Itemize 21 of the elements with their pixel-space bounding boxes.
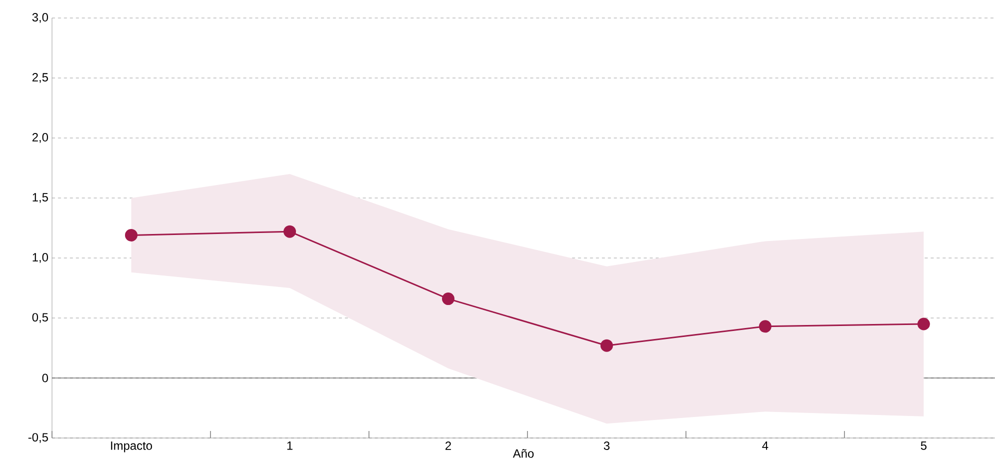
x-tick-label: 5 — [920, 442, 927, 450]
y-tick-label: -0,5 — [28, 433, 48, 443]
y-tick-label: 0,5 — [32, 313, 48, 323]
y-tick-label: 0 — [42, 374, 48, 382]
x-tick-label: 1 — [287, 442, 292, 450]
y-tick-label: 1,5 — [32, 193, 48, 203]
x-tick-label: 2 — [445, 442, 451, 450]
point — [283, 225, 296, 238]
x-tick-label: Impacto — [111, 442, 152, 452]
x-tick-label: 4 — [762, 442, 768, 450]
x-axis-title: Año — [512, 449, 534, 458]
point — [442, 292, 454, 306]
point — [917, 318, 930, 330]
x-tick-label: 3 — [604, 442, 610, 450]
y-tick-label: 2,5 — [32, 73, 48, 83]
y-tick-label: 1,0 — [32, 253, 48, 263]
point — [124, 228, 138, 242]
y-tick-label: 3,0 — [32, 13, 48, 23]
point — [758, 320, 772, 333]
point — [600, 339, 613, 352]
y-tick-label: 2,0 — [32, 133, 48, 143]
